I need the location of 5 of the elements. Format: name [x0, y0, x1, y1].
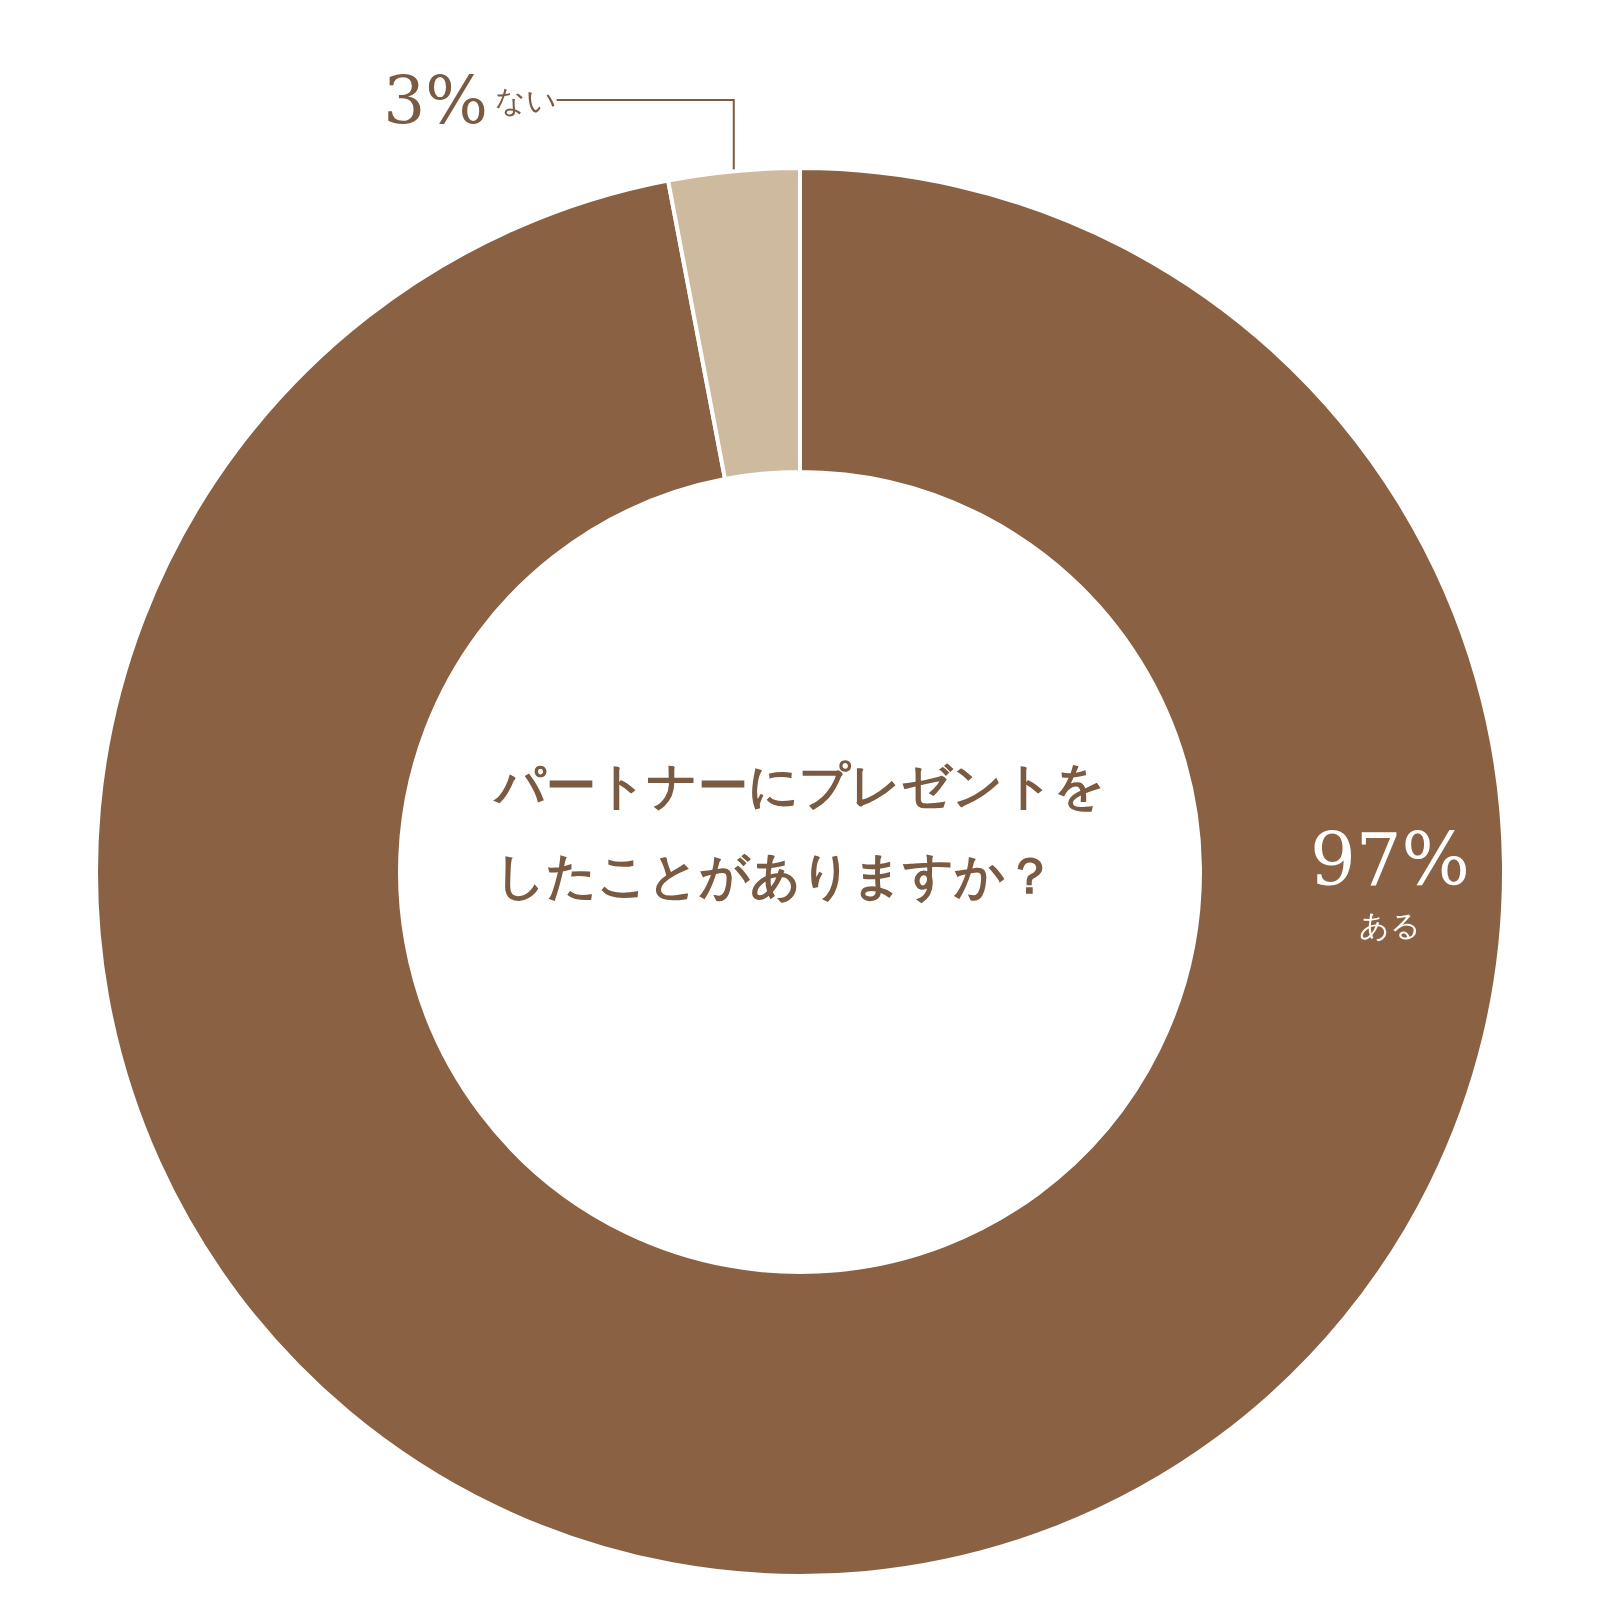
slice-label: ある	[1359, 907, 1421, 943]
data-label: 3%	[383, 61, 489, 139]
text: パートナーにプレゼントをしたことがありますか？	[493, 755, 1105, 905]
data-label: 97%	[1309, 818, 1471, 902]
slice-label: ない	[494, 82, 557, 118]
